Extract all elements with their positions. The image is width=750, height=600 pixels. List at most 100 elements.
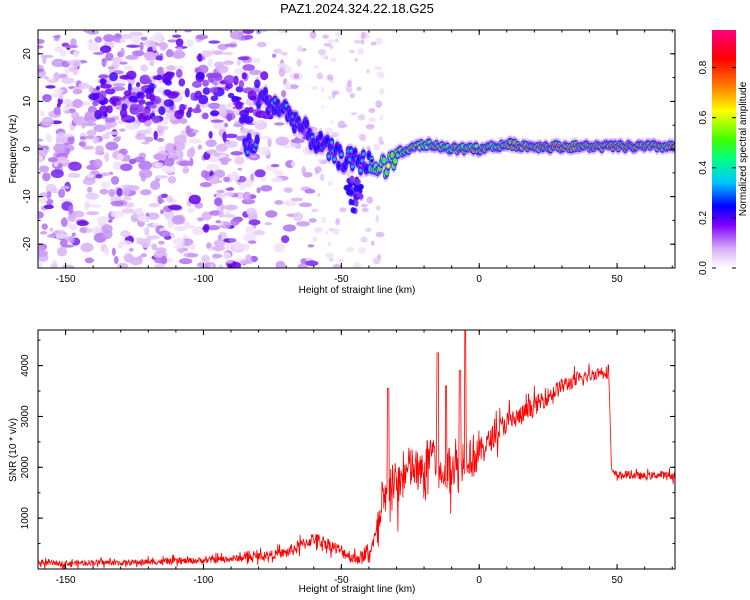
signal-blob	[163, 99, 174, 107]
chart-title: PAZ1.2024.324.22.18.G25	[280, 1, 434, 16]
noise-blob	[317, 158, 323, 163]
noise-blob	[68, 204, 74, 214]
noise-blob	[110, 210, 125, 218]
noise-blob	[154, 175, 169, 179]
noise-blob	[288, 84, 299, 90]
ridge-core	[308, 130, 312, 135]
signal-blob	[99, 78, 107, 85]
signal-blob	[194, 90, 202, 99]
noise-blob	[379, 88, 385, 95]
noise-blob	[53, 143, 68, 153]
noise-blob	[241, 243, 250, 251]
noise-blob	[335, 38, 339, 43]
noise-blob	[353, 262, 361, 268]
noise-blob	[208, 102, 221, 110]
noise-blob	[79, 227, 88, 234]
noise-blob	[123, 253, 134, 263]
ridge-core	[257, 102, 261, 107]
noise-blob	[236, 59, 241, 66]
y-tick-label: 1000	[20, 507, 31, 530]
noise-blob	[68, 161, 82, 172]
noise-blob	[53, 88, 64, 94]
noise-blob	[221, 213, 236, 218]
noise-blob	[145, 237, 152, 243]
noise-blob	[328, 257, 334, 262]
noise-blob	[313, 226, 323, 234]
signal-blob	[349, 175, 355, 184]
noise-blob	[271, 53, 277, 58]
y-tick-label: 4000	[20, 354, 31, 377]
noise-blob	[93, 124, 107, 132]
noise-blob	[60, 217, 68, 228]
y-tick-label: -20	[22, 237, 33, 252]
noise-blob	[178, 258, 193, 265]
noise-blob	[192, 226, 205, 236]
noise-blob	[160, 209, 165, 215]
noise-blob	[152, 222, 160, 227]
noise-blob	[67, 135, 75, 145]
noise-blob	[292, 211, 304, 222]
noise-blob	[245, 207, 257, 216]
noise-blob	[69, 224, 78, 231]
noise-blob	[110, 175, 120, 185]
noise-blob	[58, 73, 68, 79]
noise-blob	[42, 172, 51, 182]
noise-blob	[245, 254, 252, 265]
noise-blob	[103, 247, 110, 256]
noise-blob	[360, 236, 368, 243]
noise-blob	[201, 254, 211, 264]
noise-blob	[188, 138, 201, 144]
signal-blob	[226, 113, 233, 122]
noise-blob	[182, 166, 190, 174]
noise-blob	[256, 187, 261, 194]
noise-blob	[192, 129, 200, 134]
signal-blob	[115, 100, 122, 106]
noise-blob	[153, 153, 166, 160]
noise-blob	[281, 235, 290, 244]
signal-blob	[209, 110, 220, 117]
noise-blob	[223, 140, 238, 148]
signal-blob	[243, 115, 254, 124]
noise-blob	[105, 131, 120, 136]
ridge-core	[266, 109, 270, 113]
x-tick-label: 0	[476, 575, 482, 586]
noise-blob	[48, 157, 58, 163]
noise-blob	[144, 226, 150, 236]
noise-blob	[88, 204, 102, 208]
noise-blob	[321, 105, 325, 109]
noise-blob	[154, 162, 164, 168]
noise-blob	[138, 168, 153, 179]
noise-blob	[92, 136, 100, 144]
noise-blob	[43, 204, 54, 210]
noise-blob	[116, 153, 124, 161]
noise-blob	[330, 120, 334, 124]
noise-blob	[298, 202, 313, 208]
ridge-core	[348, 157, 352, 162]
noise-blob	[45, 183, 57, 194]
colorbar-tick-label: 0.6	[698, 110, 709, 124]
noise-blob	[160, 255, 168, 265]
noise-blob	[175, 38, 184, 47]
noise-blob	[171, 50, 186, 59]
noise-blob	[290, 138, 305, 144]
noise-blob	[136, 129, 151, 135]
ridge-core	[616, 147, 621, 150]
noise-blob	[56, 132, 68, 140]
signal-blob	[145, 92, 153, 100]
noise-blob	[188, 194, 201, 205]
signal-blob	[238, 116, 246, 124]
noise-blob	[283, 145, 291, 149]
signal-blob	[350, 207, 356, 214]
noise-blob	[366, 196, 374, 204]
noise-blob	[346, 80, 352, 88]
noise-blob	[329, 57, 337, 62]
noise-blob	[112, 161, 123, 171]
signal-blob	[234, 100, 243, 110]
noise-blob	[237, 56, 250, 61]
noise-blob	[222, 131, 227, 142]
noise-blob	[167, 175, 177, 184]
noise-blob	[173, 244, 184, 249]
ridge-core	[510, 146, 514, 149]
noise-blob	[283, 187, 293, 193]
noise-blob	[130, 87, 142, 93]
